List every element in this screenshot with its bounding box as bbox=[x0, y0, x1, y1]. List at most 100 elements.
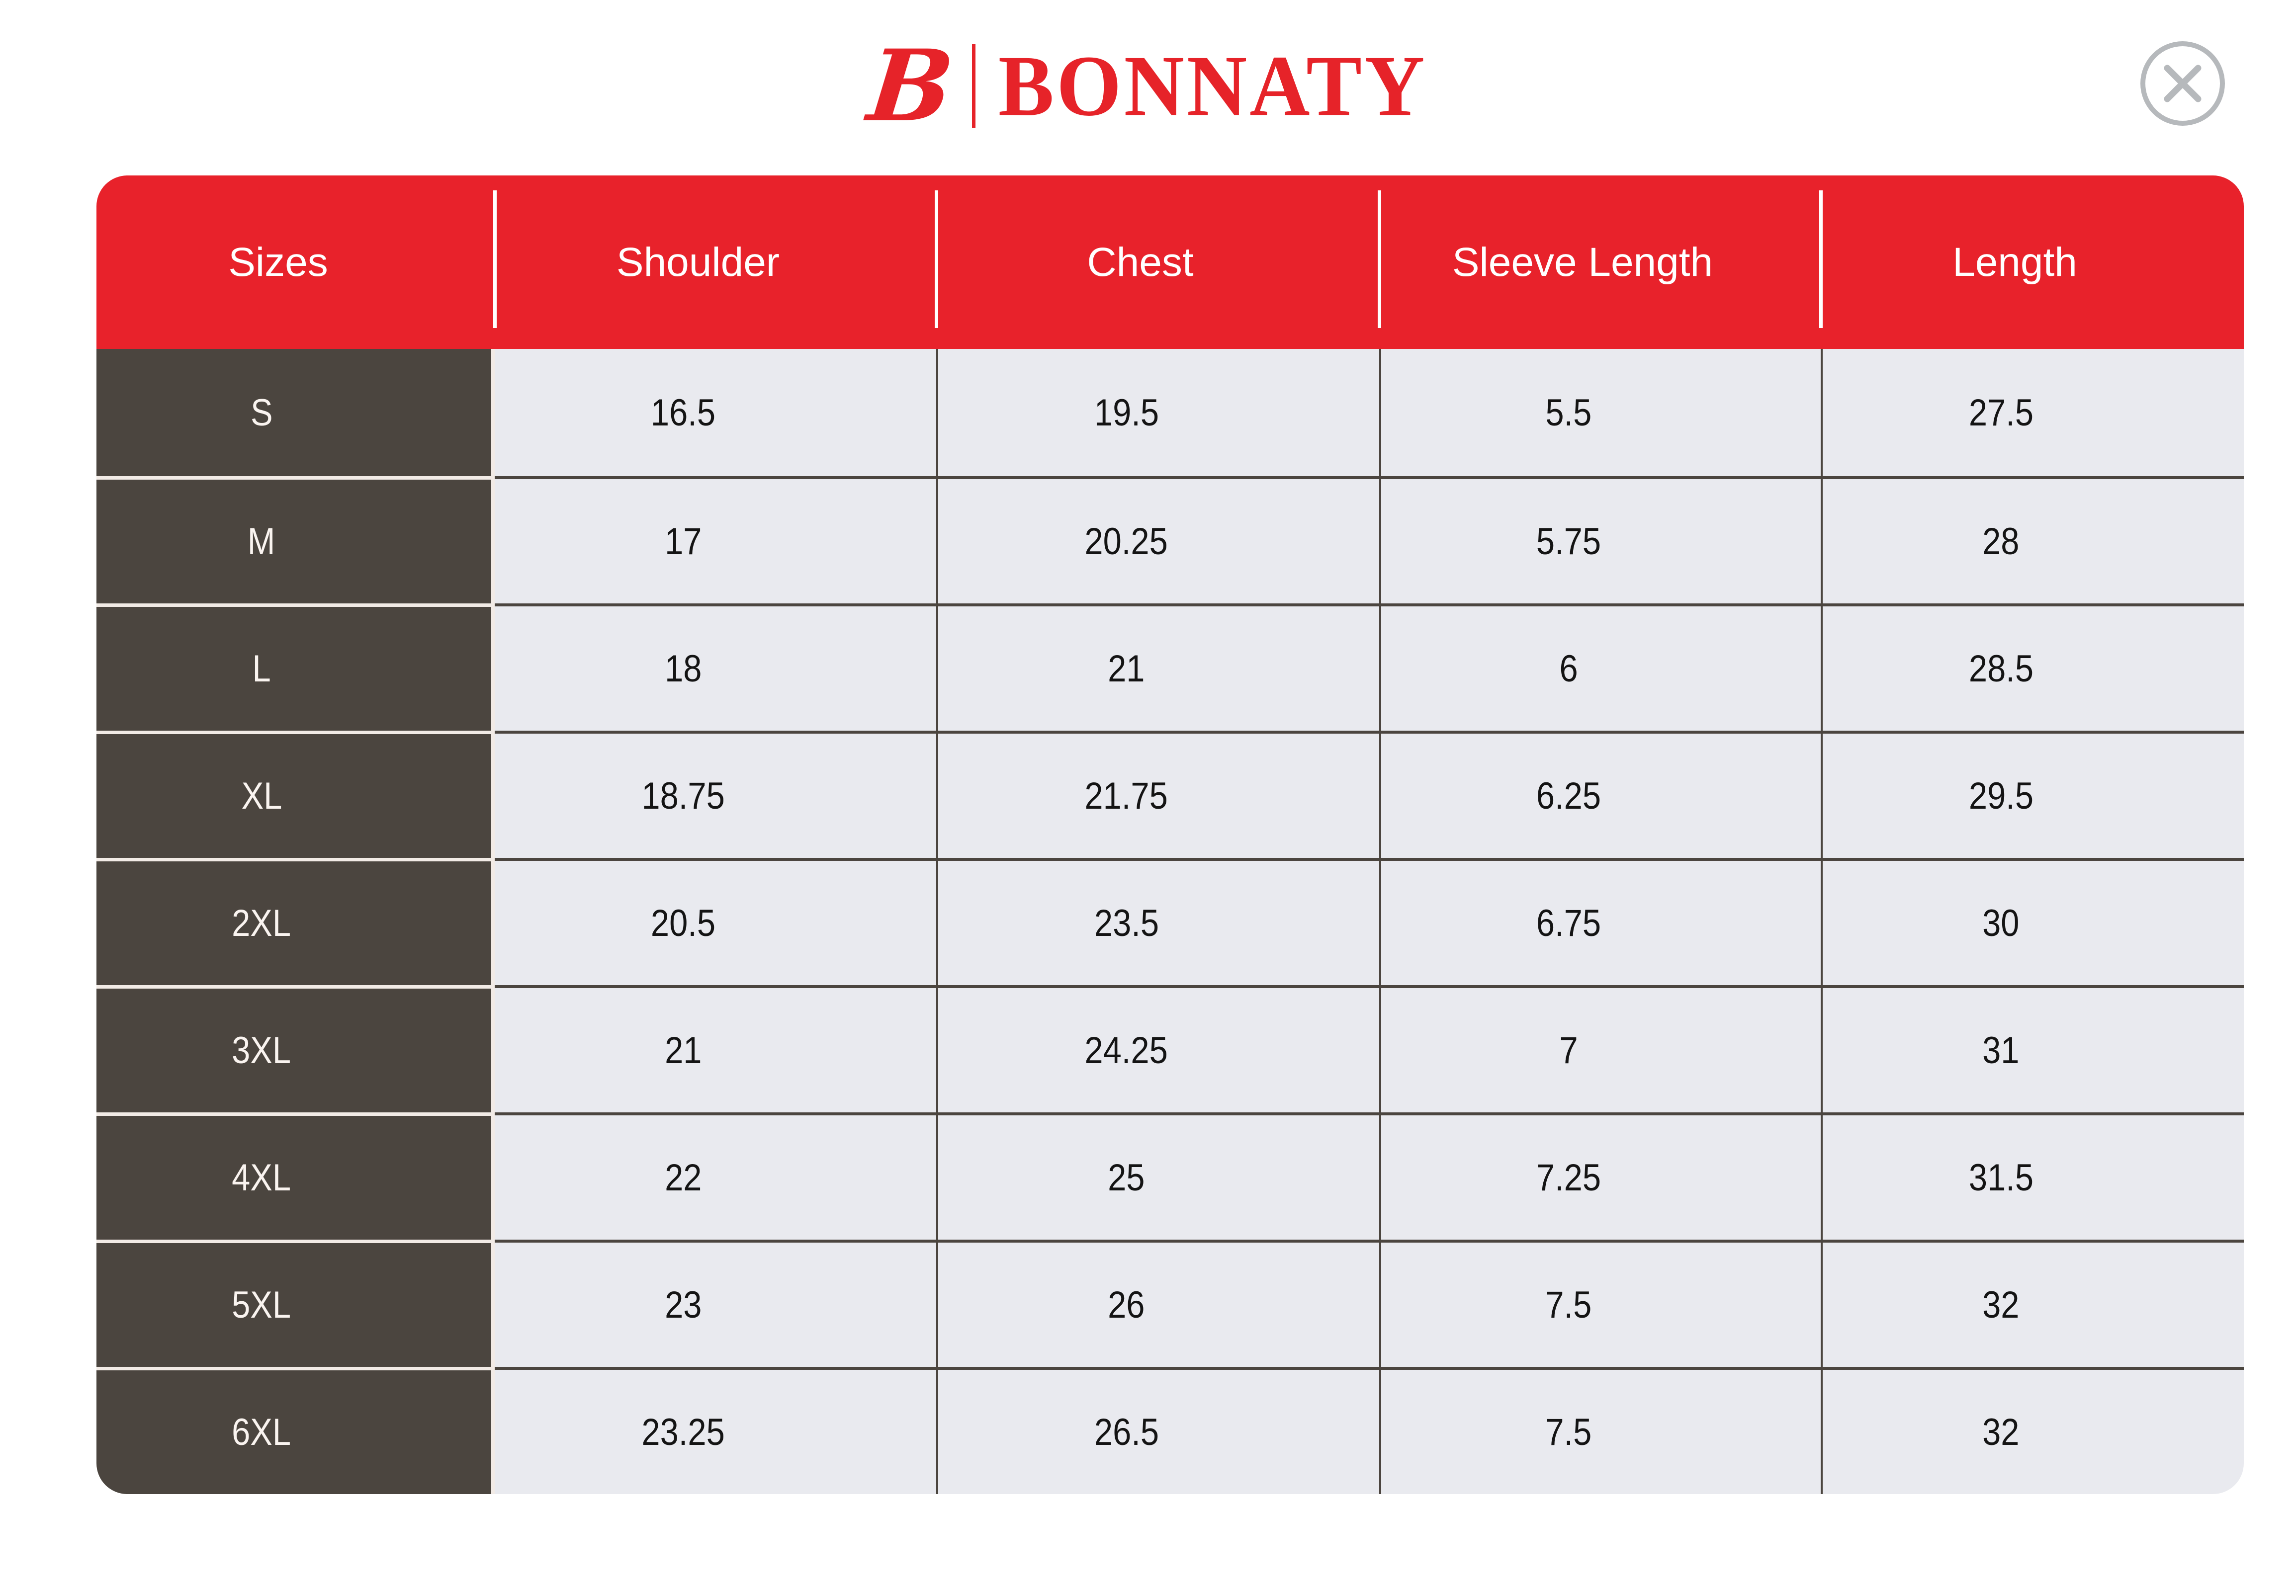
measurement-value-cell: 6.25 bbox=[1379, 731, 1821, 858]
measurement-value-cell: 18.75 bbox=[495, 731, 936, 858]
measurement-value-cell: 18 bbox=[495, 603, 936, 731]
measurement-value: 18.75 bbox=[641, 774, 725, 817]
measurement-value: 19.5 bbox=[1094, 391, 1159, 434]
measurement-value-cell: 28 bbox=[1821, 476, 2244, 603]
measurement-value: 21 bbox=[664, 1029, 702, 1072]
measurement-value-cell: 23.5 bbox=[936, 858, 1379, 985]
measurement-value: 5.5 bbox=[1545, 391, 1592, 434]
measurement-value: 21 bbox=[1108, 647, 1145, 690]
measurement-value: 31 bbox=[1982, 1029, 2020, 1072]
brand-logo: B BONNATY bbox=[0, 28, 2296, 144]
measurement-value-cell: 28.5 bbox=[1821, 603, 2244, 731]
measurement-value: 24.25 bbox=[1084, 1029, 1168, 1072]
size-label-cell: 4XL bbox=[96, 1112, 495, 1240]
size-label-cell: 6XL bbox=[96, 1367, 495, 1494]
size-label: 3XL bbox=[232, 1029, 291, 1072]
measurement-value: 23 bbox=[664, 1283, 702, 1326]
size-label: M bbox=[248, 520, 275, 563]
measurement-value-cell: 6 bbox=[1379, 603, 1821, 731]
measurement-value-cell: 27.5 bbox=[1821, 349, 2244, 476]
measurement-value: 29.5 bbox=[1968, 774, 2033, 817]
close-button[interactable] bbox=[2140, 41, 2225, 126]
size-label: XL bbox=[241, 775, 282, 817]
size-label-cell: L bbox=[96, 603, 495, 731]
size-label-cell: 5XL bbox=[96, 1240, 495, 1367]
measurement-value: 31.5 bbox=[1968, 1156, 2033, 1199]
measurement-value-cell: 32 bbox=[1821, 1367, 2244, 1494]
measurement-value-cell: 7.5 bbox=[1379, 1240, 1821, 1367]
column-header-sizes: Sizes bbox=[96, 175, 495, 349]
measurement-value-cell: 17 bbox=[495, 476, 936, 603]
measurement-value-cell: 26 bbox=[936, 1240, 1379, 1367]
measurement-value-cell: 16.5 bbox=[495, 349, 936, 476]
measurement-value: 30 bbox=[1982, 902, 2020, 944]
measurement-value-cell: 30 bbox=[1821, 858, 2244, 985]
measurement-value: 28 bbox=[1982, 520, 2020, 563]
measurement-value-cell: 21.75 bbox=[936, 731, 1379, 858]
measurement-value-cell: 23.25 bbox=[495, 1367, 936, 1494]
measurement-value-cell: 22 bbox=[495, 1112, 936, 1240]
measurement-value-cell: 20.25 bbox=[936, 476, 1379, 603]
measurement-value-cell: 5.5 bbox=[1379, 349, 1821, 476]
measurement-value: 5.75 bbox=[1536, 520, 1601, 563]
measurement-value: 23.5 bbox=[1094, 902, 1159, 944]
measurement-value: 32 bbox=[1982, 1411, 2020, 1453]
measurement-value: 6.25 bbox=[1536, 774, 1601, 817]
size-label: S bbox=[250, 391, 273, 434]
measurement-value: 23.25 bbox=[641, 1411, 725, 1453]
size-label-cell: S bbox=[96, 349, 495, 476]
measurement-value-cell: 29.5 bbox=[1821, 731, 2244, 858]
measurement-value-cell: 25 bbox=[936, 1112, 1379, 1240]
measurement-value: 32 bbox=[1982, 1283, 2020, 1326]
measurement-value: 7.5 bbox=[1545, 1283, 1592, 1326]
measurement-value-cell: 19.5 bbox=[936, 349, 1379, 476]
measurement-value-cell: 31.5 bbox=[1821, 1112, 2244, 1240]
measurement-value-cell: 6.75 bbox=[1379, 858, 1821, 985]
size-label: 6XL bbox=[232, 1411, 291, 1453]
measurement-value-cell: 21 bbox=[936, 603, 1379, 731]
measurement-value: 16.5 bbox=[650, 391, 716, 434]
measurement-value: 20.25 bbox=[1084, 520, 1168, 563]
column-header-sleeve-length: Sleeve Length bbox=[1378, 175, 1821, 349]
measurement-value: 28.5 bbox=[1968, 647, 2033, 690]
size-label: 2XL bbox=[232, 902, 291, 944]
measurement-value-cell: 32 bbox=[1821, 1240, 2244, 1367]
size-label: 4XL bbox=[232, 1157, 291, 1199]
measurement-value-cell: 7.5 bbox=[1379, 1367, 1821, 1494]
measurement-value: 18 bbox=[664, 647, 702, 690]
size-label-cell: 2XL bbox=[96, 858, 495, 985]
measurement-value-cell: 20.5 bbox=[495, 858, 936, 985]
size-label: 5XL bbox=[232, 1284, 291, 1326]
measurement-value-cell: 23 bbox=[495, 1240, 936, 1367]
size-label-cell: M bbox=[96, 476, 495, 603]
size-chart-table: Sizes Shoulder Chest Sleeve Length Lengt… bbox=[96, 175, 2244, 1494]
measurement-value: 25 bbox=[1108, 1156, 1145, 1199]
size-label-cell: 3XL bbox=[96, 985, 495, 1112]
measurement-value-cell: 21 bbox=[495, 985, 936, 1112]
measurement-value: 20.5 bbox=[650, 902, 716, 944]
measurement-value-cell: 7 bbox=[1379, 985, 1821, 1112]
measurement-value: 22 bbox=[664, 1156, 702, 1199]
column-header-length: Length bbox=[1819, 175, 2244, 349]
measurement-value: 6.75 bbox=[1536, 902, 1601, 944]
measurement-value: 27.5 bbox=[1968, 391, 2033, 434]
measurement-value: 7.25 bbox=[1536, 1156, 1601, 1199]
brand-name: BONNATY bbox=[998, 38, 1427, 134]
brand-divider bbox=[971, 44, 975, 128]
close-icon bbox=[2164, 65, 2202, 102]
measurement-value: 7.5 bbox=[1545, 1411, 1592, 1453]
measurement-value-cell: 31 bbox=[1821, 985, 2244, 1112]
measurement-value-cell: 5.75 bbox=[1379, 476, 1821, 603]
measurement-value: 26 bbox=[1108, 1283, 1145, 1326]
column-header-shoulder: Shoulder bbox=[493, 175, 936, 349]
brand-monogram-icon: B bbox=[863, 28, 959, 144]
measurement-value: 7 bbox=[1559, 1029, 1578, 1072]
measurement-value: 21.75 bbox=[1084, 774, 1168, 817]
measurement-value: 26.5 bbox=[1094, 1411, 1159, 1453]
measurement-value-cell: 26.5 bbox=[936, 1367, 1379, 1494]
measurement-value-cell: 24.25 bbox=[936, 985, 1379, 1112]
measurement-value: 17 bbox=[664, 520, 702, 563]
size-label: L bbox=[252, 648, 271, 690]
size-label-cell: XL bbox=[96, 731, 495, 858]
